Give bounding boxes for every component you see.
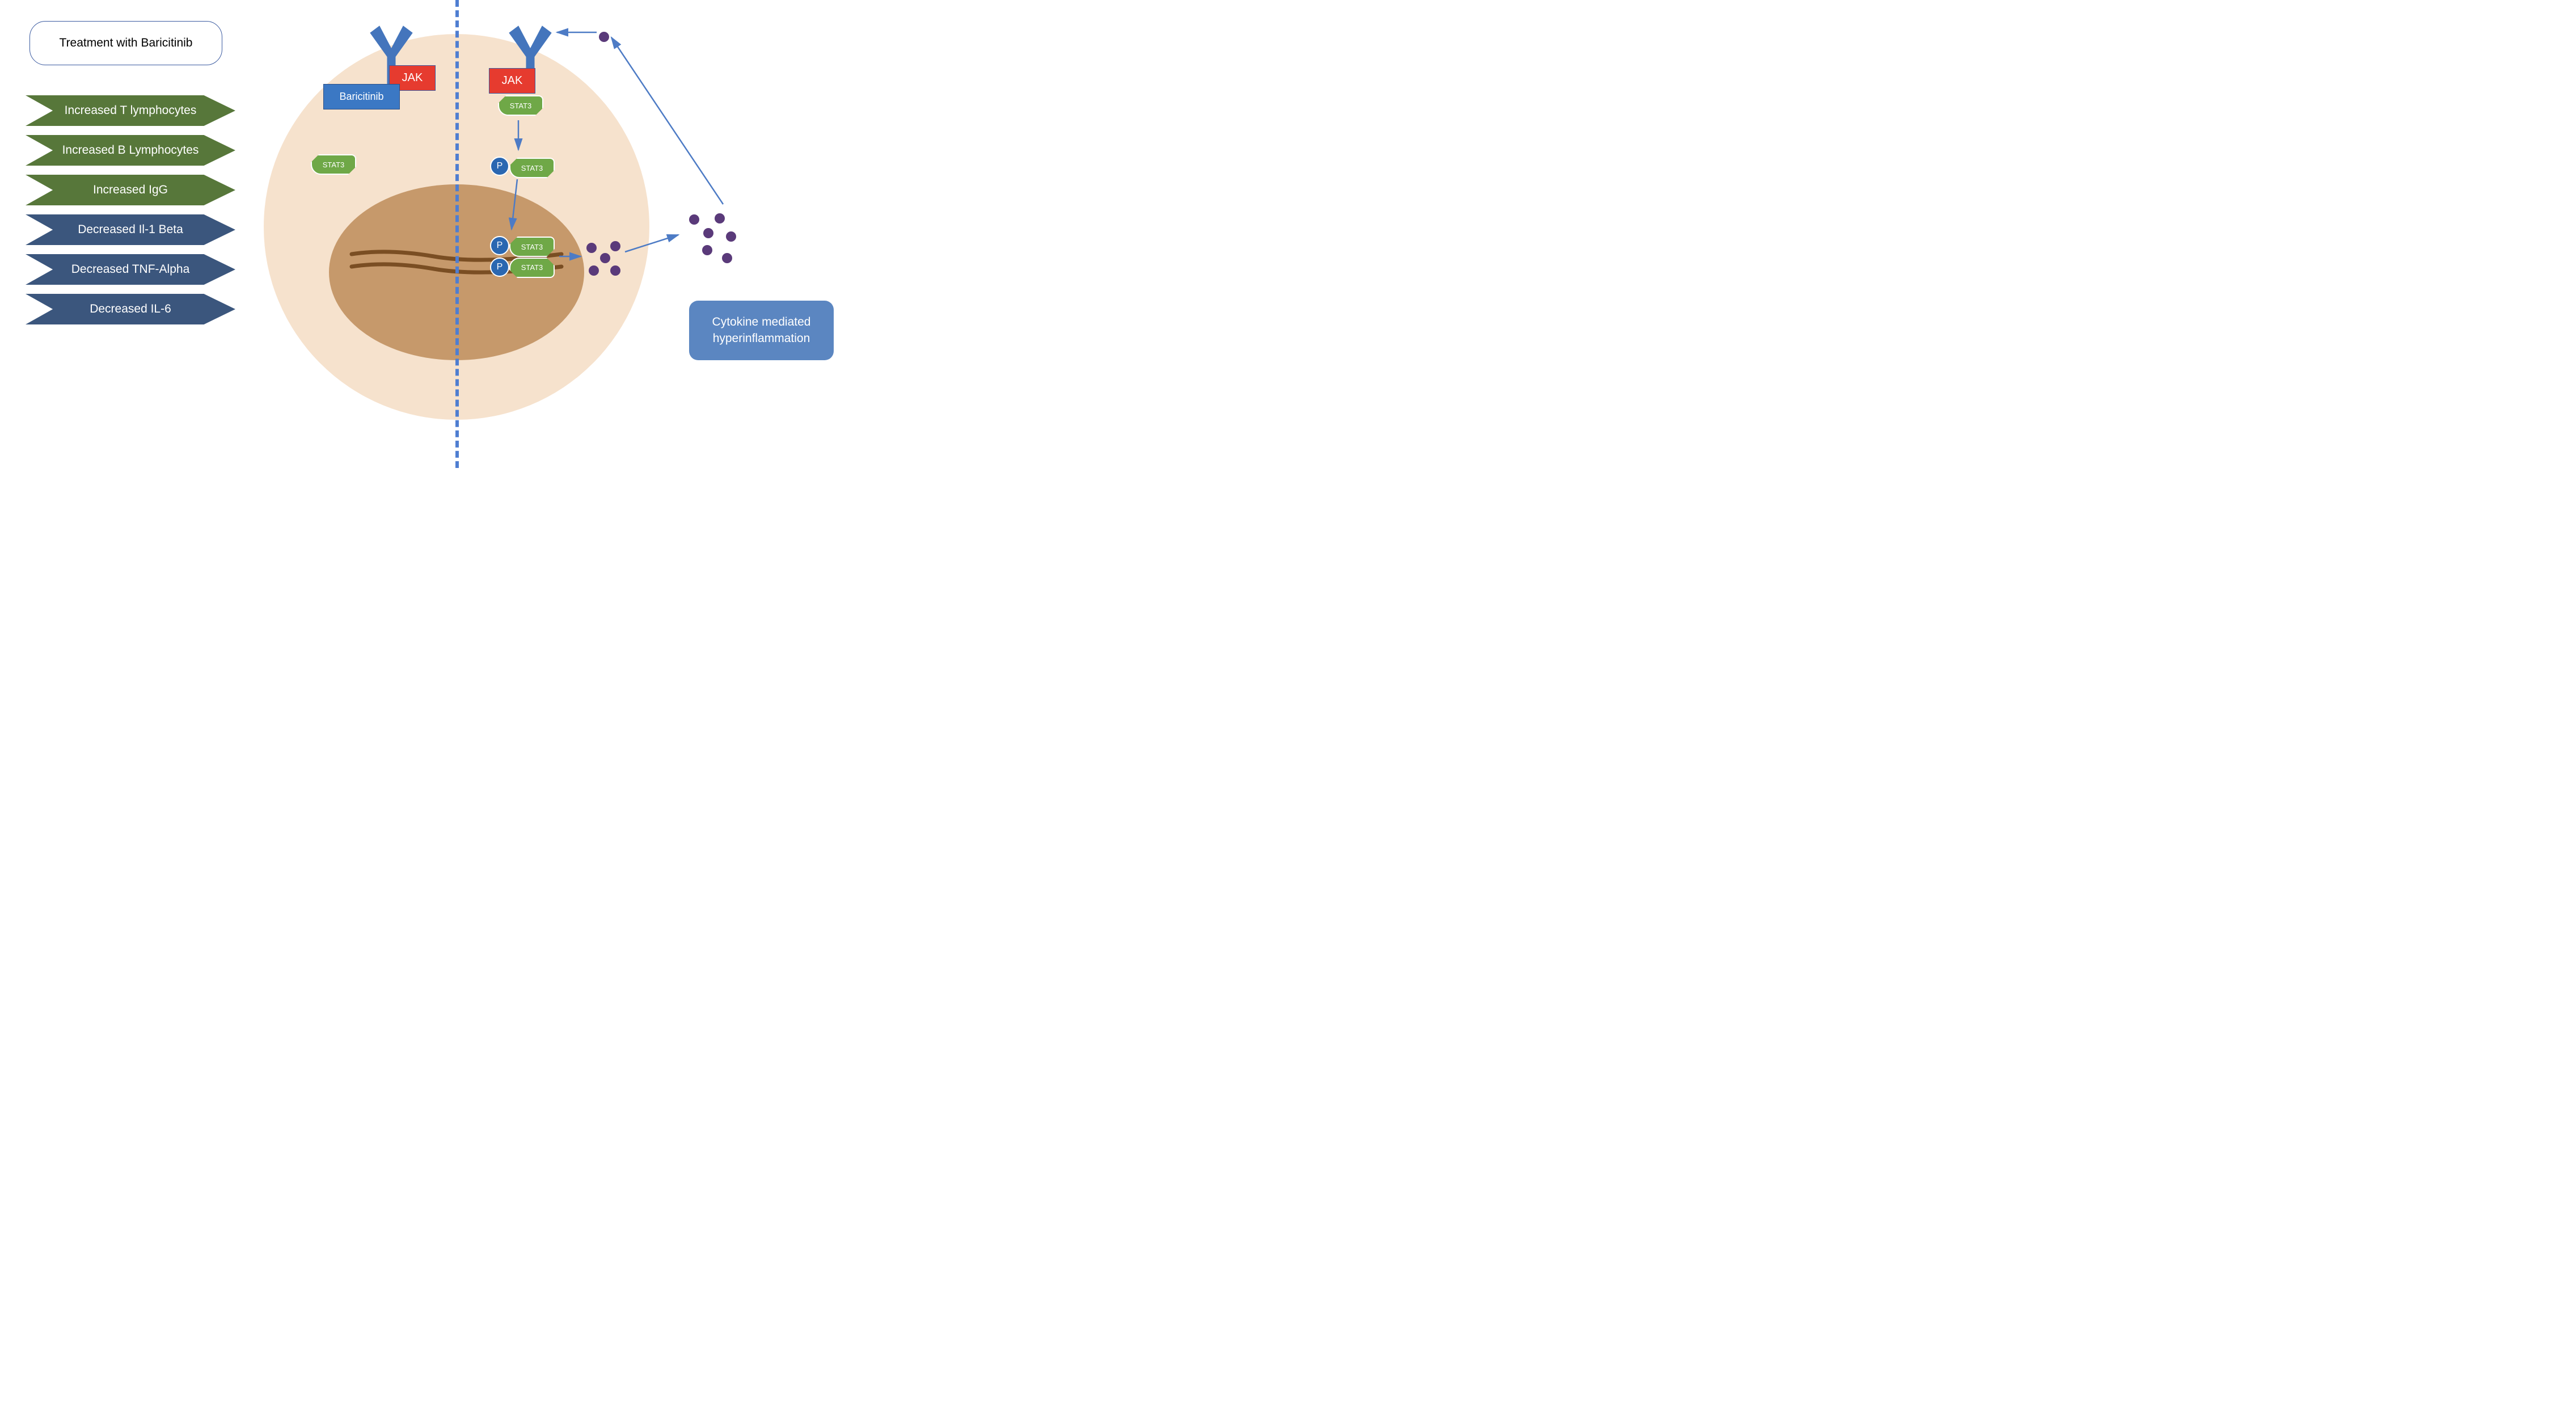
result-box: Cytokine mediatedhyperinflammation (689, 301, 834, 360)
effect-text: Decreased IL-6 (90, 302, 171, 316)
cytokine-dot (586, 243, 597, 253)
cytokine-dot (610, 265, 620, 276)
cytokine-dot (689, 214, 699, 225)
cytokine-dot (715, 213, 725, 223)
effect-text: Decreased Il-1 Beta (78, 223, 183, 237)
cytokine-dot (703, 228, 713, 238)
cytokine-dot (726, 231, 736, 242)
cytokine-dot (600, 253, 610, 263)
result-text: Cytokine mediatedhyperinflammation (712, 314, 811, 347)
effect-text: Decreased TNF-Alpha (71, 263, 190, 276)
cytokine-dot (589, 265, 599, 276)
cytokine-dot (722, 253, 732, 263)
cytokine-dot (610, 241, 620, 251)
effect-text: Increased IgG (93, 183, 168, 197)
cytokine-dot (599, 32, 609, 42)
effect-text: Increased T lymphocytes (65, 104, 197, 117)
effect-text: Increased B Lymphocytes (62, 144, 199, 157)
cytokine-dot (702, 245, 712, 255)
